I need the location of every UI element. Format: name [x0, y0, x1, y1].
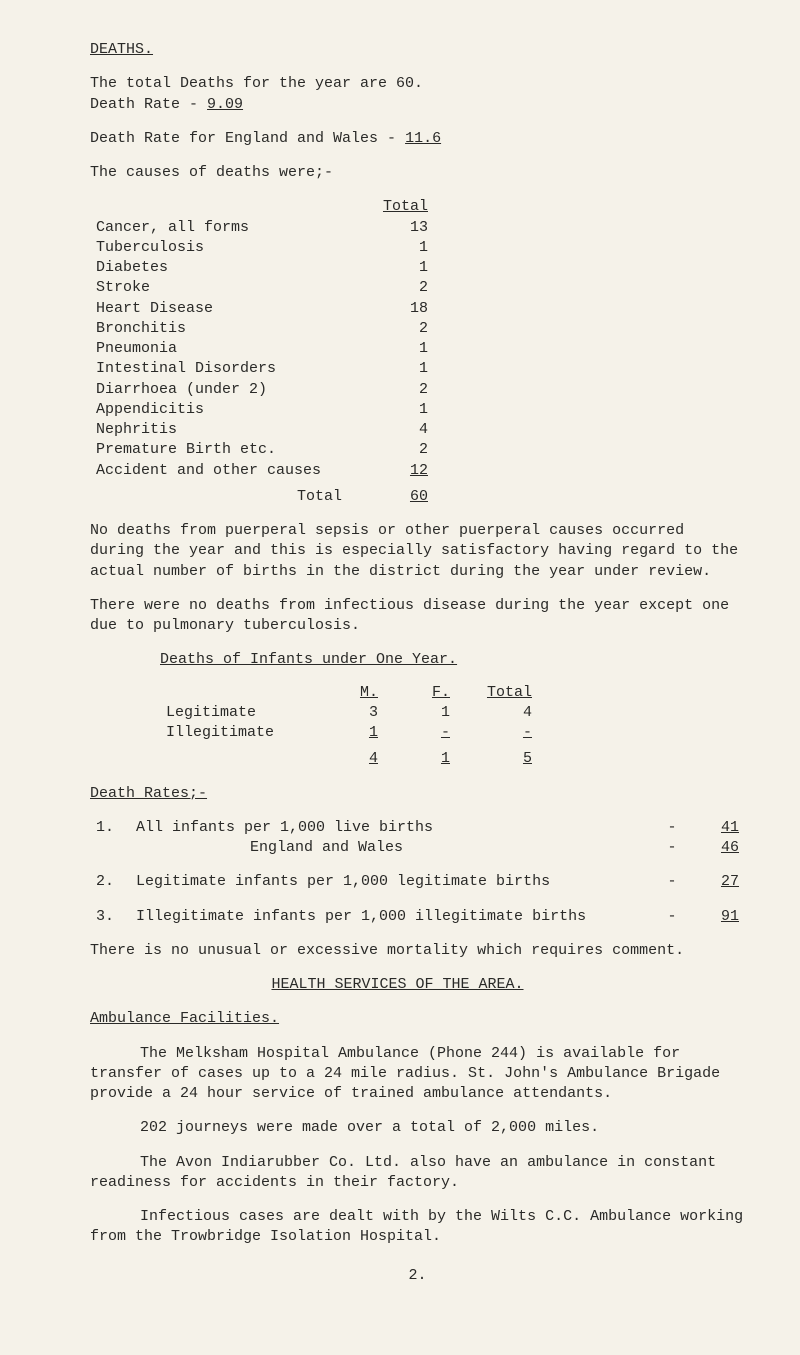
page-title: DEATHS.: [90, 41, 153, 58]
eng-wales-value: 11.6: [405, 130, 441, 147]
table-row: Accident and other causes12: [90, 461, 434, 481]
infectious-para: There were no deaths from infectious dis…: [90, 596, 745, 637]
intro-line-1b: Death Rate - 9.09: [90, 95, 745, 115]
rate-item-3: 3. Illegitimate infants per 1,000 illegi…: [90, 907, 745, 927]
col-total: Total: [456, 683, 538, 703]
puerperal-para: No deaths from puerperal sepsis or other…: [90, 521, 745, 582]
table-row: Intestinal Disorders1: [90, 359, 434, 379]
infants-table: M. F. Total Legitimate 3 1 4 Illegitimat…: [160, 683, 538, 770]
intro-line-3: The causes of deaths were;-: [90, 163, 745, 183]
rate-item-1: 1. All infants per 1,000 live births - 4…: [90, 818, 745, 859]
table-row: Nephritis4: [90, 420, 434, 440]
ambulance-p1: The Melksham Hospital Ambulance (Phone 2…: [90, 1044, 745, 1105]
table-row: Diarrhoea (under 2)2: [90, 380, 434, 400]
rate-footer: There is no unusual or excessive mortali…: [90, 941, 745, 961]
table-row: Pneumonia1: [90, 339, 434, 359]
death-rate-prefix: Death Rate -: [90, 96, 207, 113]
col-m: M.: [322, 683, 384, 703]
ambulance-p2: 202 journeys were made over a total of 2…: [90, 1118, 745, 1138]
table-row: Stroke2: [90, 278, 434, 298]
ambulance-p3: The Avon Indiarubber Co. Ltd. also have …: [90, 1153, 745, 1194]
intro-line-2: Death Rate for England and Wales - 11.6: [90, 129, 745, 149]
death-rates-title: Death Rates;-: [90, 785, 207, 802]
intro-line-1a: The total Deaths for the year are 60.: [90, 74, 745, 94]
table-row: Appendicitis1: [90, 400, 434, 420]
causes-total-row: Total60: [90, 487, 434, 507]
rate-item-2: 2. Legitimate infants per 1,000 legitima…: [90, 872, 745, 892]
eng-wales-prefix: Death Rate for England and Wales -: [90, 130, 405, 147]
table-row: Legitimate 3 1 4: [160, 703, 538, 723]
table-row: Cancer, all forms13: [90, 218, 434, 238]
table-row: Tuberculosis1: [90, 238, 434, 258]
table-row: Heart Disease18: [90, 299, 434, 319]
health-services-title: HEALTH SERVICES OF THE AREA.: [271, 976, 523, 993]
table-row: Premature Birth etc.2: [90, 440, 434, 460]
infants-total-row: 4 1 5: [160, 749, 538, 769]
infants-title: Deaths of Infants under One Year.: [160, 651, 457, 668]
table-row: Bronchitis2: [90, 319, 434, 339]
ambulance-p4: Infectious cases are dealt with by the W…: [90, 1207, 745, 1248]
table-row: Illegitimate 1 - -: [160, 723, 538, 743]
death-rate-value: 9.09: [207, 96, 243, 113]
ambulance-title: Ambulance Facilities.: [90, 1010, 279, 1027]
causes-header-total: Total: [362, 197, 434, 217]
causes-table: Total Cancer, all forms13 Tuberculosis1 …: [90, 197, 745, 507]
table-row: Diabetes1: [90, 258, 434, 278]
col-f: F.: [384, 683, 456, 703]
page-number: 2.: [90, 1266, 745, 1286]
